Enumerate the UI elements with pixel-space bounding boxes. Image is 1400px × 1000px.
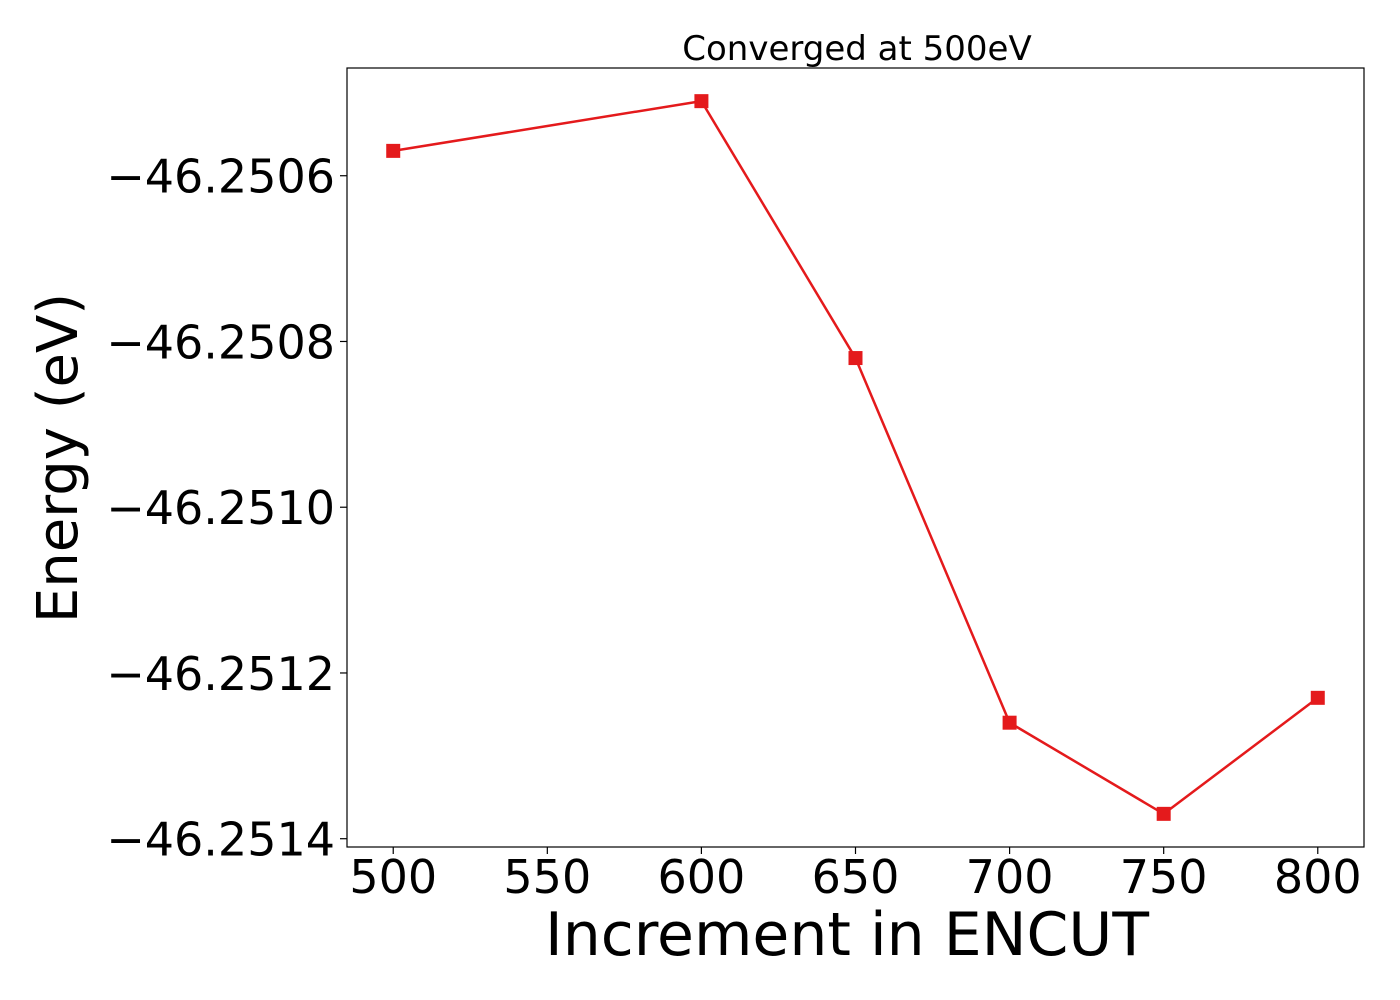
- data-point-marker: [1310, 690, 1325, 705]
- data-point-marker: [386, 143, 401, 158]
- data-point-marker: [1156, 806, 1171, 821]
- data-point-marker: [1002, 715, 1017, 730]
- chart-title: Converged at 500eV: [682, 29, 1031, 69]
- data-point-marker: [848, 351, 863, 366]
- y-tick-label: −46.2510: [106, 481, 335, 535]
- x-tick-label: 700: [966, 850, 1054, 904]
- y-axis-label: Energy (eV): [26, 293, 91, 623]
- x-tick-label: 500: [349, 850, 437, 904]
- x-tick-label: 650: [812, 850, 900, 904]
- y-tick-label: −46.2508: [106, 315, 335, 369]
- data-point-marker: [694, 94, 709, 109]
- x-axis-label: Increment in ENCUT: [545, 900, 1149, 970]
- plot-area: 500 550 600 650 700 750 800 −46.2506 −46.2508 −46…: [106, 67, 1365, 904]
- x-tick-label: 550: [503, 850, 591, 904]
- x-tick-label: 800: [1274, 850, 1362, 904]
- x-tick-label: 600: [658, 850, 746, 904]
- series-line: [393, 99, 1319, 816]
- y-tick-label: −46.2506: [106, 150, 335, 204]
- y-tick-label: −46.2514: [106, 813, 335, 867]
- y-tick-label: −46.2512: [106, 647, 335, 701]
- x-tick-label: 750: [1120, 850, 1208, 904]
- axes-frame: [346, 67, 1365, 848]
